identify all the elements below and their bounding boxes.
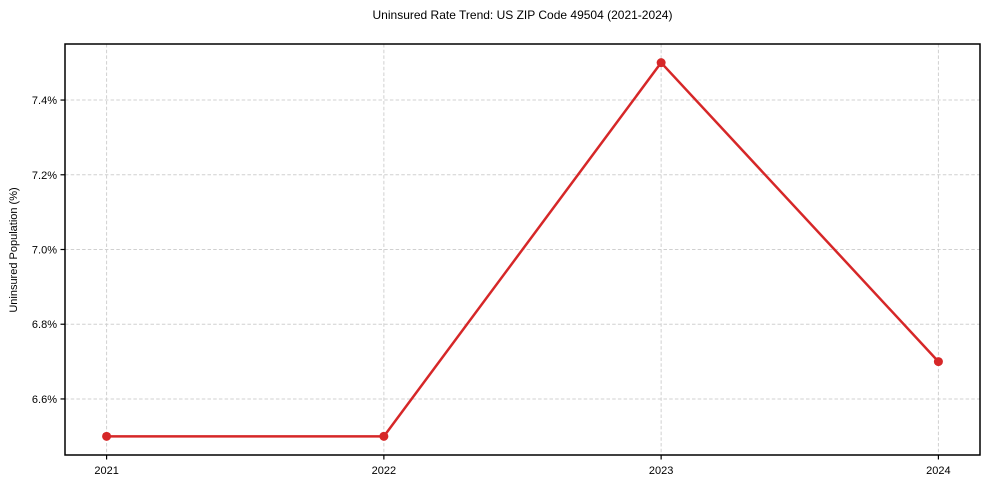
x-tick-label: 2023 <box>649 465 673 477</box>
chart-title: Uninsured Rate Trend: US ZIP Code 49504 … <box>372 8 673 22</box>
data-point-marker <box>379 431 389 441</box>
data-point-marker <box>102 431 112 441</box>
y-tick-label: 7.0% <box>32 245 57 257</box>
data-point-marker <box>656 58 666 68</box>
y-tick-label: 6.8% <box>32 319 57 331</box>
y-tick-label: 6.6% <box>32 394 57 406</box>
x-tick-label: 2024 <box>926 465 950 477</box>
data-point-marker <box>933 357 943 367</box>
y-tick-label: 7.4% <box>32 95 57 107</box>
x-tick-label: 2022 <box>372 465 396 477</box>
x-tick-label: 2021 <box>94 465 118 477</box>
trend-line <box>105 61 940 438</box>
y-tick-label: 7.2% <box>32 170 57 182</box>
